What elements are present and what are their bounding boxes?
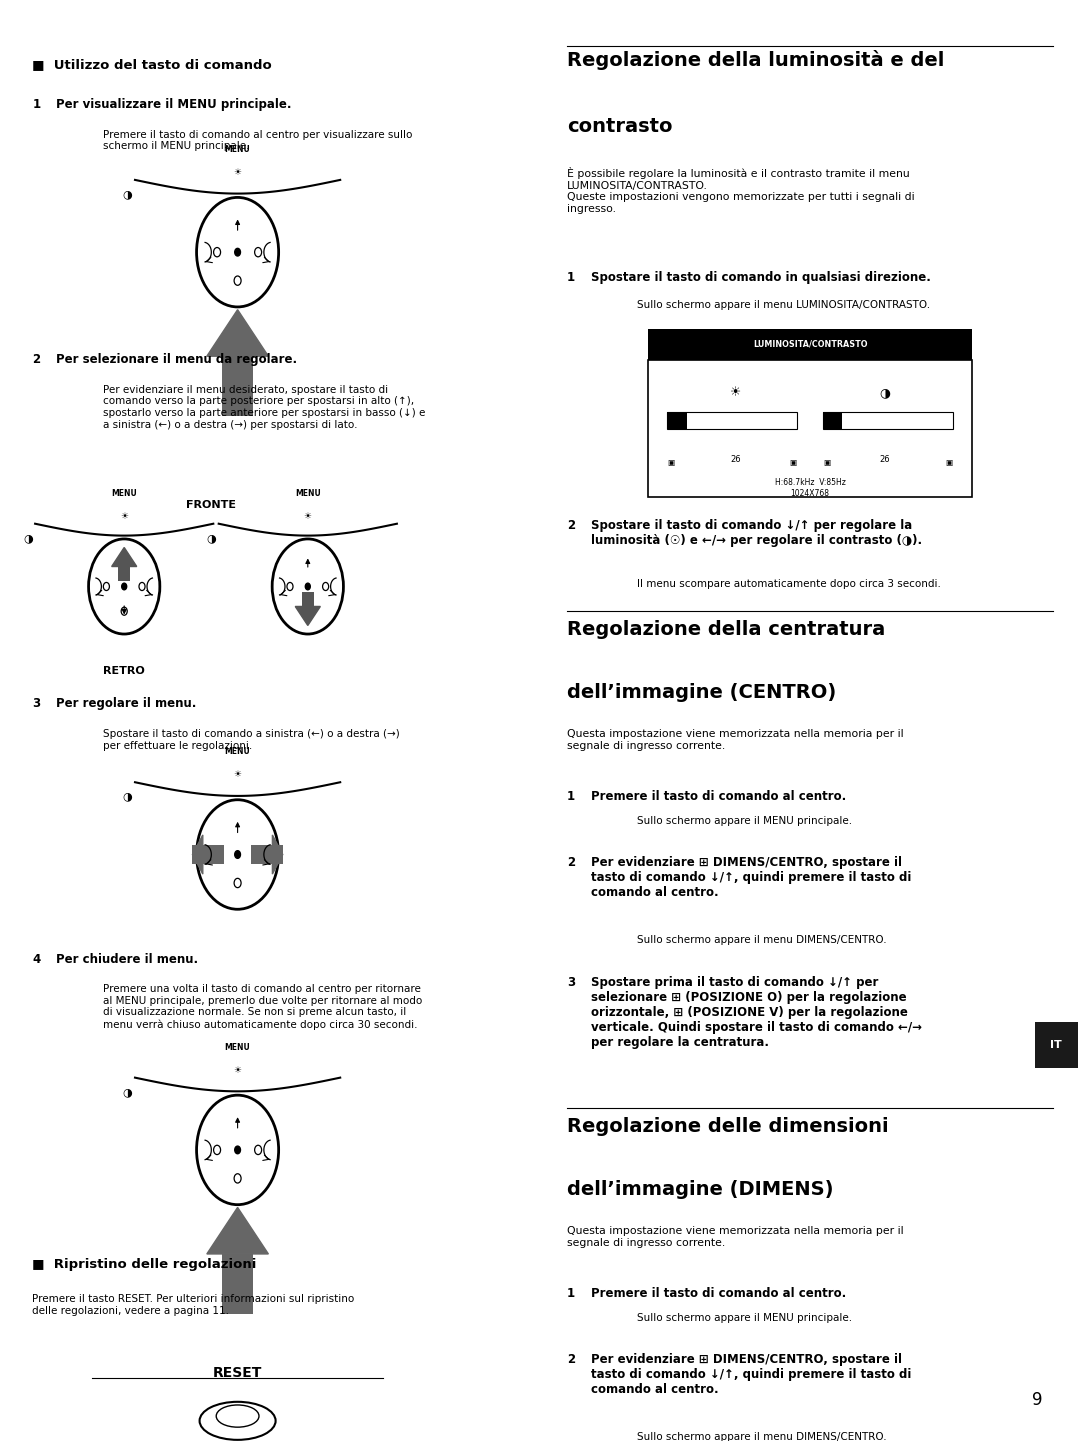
Text: Questa impostazione viene memorizzata nella memoria per il
segnale di ingresso c: Questa impostazione viene memorizzata ne…: [567, 729, 904, 751]
Text: Sullo schermo appare il MENU principale.: Sullo schermo appare il MENU principale.: [637, 1313, 852, 1323]
Text: Premere una volta il tasto di comando al centro per ritornare
al MENU principale: Premere una volta il tasto di comando al…: [103, 984, 422, 1030]
Circle shape: [306, 584, 310, 589]
Text: ☀: ☀: [233, 169, 242, 177]
Text: Sullo schermo appare il menu DIMENS/CENTRO.: Sullo schermo appare il menu DIMENS/CENT…: [637, 1432, 887, 1441]
Bar: [648, 329, 972, 360]
Text: Per selezionare il menu da regolare.: Per selezionare il menu da regolare.: [56, 353, 297, 366]
Bar: [192, 844, 225, 865]
Circle shape: [234, 1146, 241, 1154]
Text: 9: 9: [1031, 1392, 1042, 1409]
Text: ☀: ☀: [233, 771, 242, 780]
Polygon shape: [111, 548, 137, 566]
Text: MENU: MENU: [225, 1043, 251, 1052]
Text: ◑: ◑: [23, 533, 32, 543]
Text: IT: IT: [1051, 1040, 1062, 1049]
Text: Per evidenziare il menu desiderato, spostare il tasto di
comando verso la parte : Per evidenziare il menu desiderato, spos…: [103, 385, 424, 429]
Text: Spostare prima il tasto di comando ↓/↑ per
selezionare ⊞ (POSIZIONE O) per la re: Spostare prima il tasto di comando ↓/↑ p…: [591, 976, 921, 1049]
Text: MENU: MENU: [225, 748, 251, 757]
Text: ▣: ▣: [789, 458, 797, 467]
Text: ▣: ▣: [823, 458, 831, 467]
Text: 26: 26: [879, 455, 890, 464]
Text: ☀: ☀: [303, 512, 312, 520]
Text: ▣: ▣: [945, 458, 953, 467]
Circle shape: [234, 850, 241, 859]
Text: Regolazione delle dimensioni: Regolazione delle dimensioni: [567, 1117, 889, 1136]
Bar: [301, 592, 314, 607]
Text: MENU: MENU: [111, 488, 137, 497]
Text: Sullo schermo appare il menu DIMENS/CENTRO.: Sullo schermo appare il menu DIMENS/CENT…: [637, 935, 887, 945]
Text: MENU: MENU: [295, 488, 321, 497]
Text: ■  Ripristino delle regolazioni: ■ Ripristino delle regolazioni: [32, 1258, 257, 1271]
Text: ▣: ▣: [667, 458, 675, 467]
Bar: [1035, 1022, 1078, 1068]
Text: Per evidenziare ⊞ DIMENS/CENTRO, spostare il
tasto di comando ↓/↑, quindi premer: Per evidenziare ⊞ DIMENS/CENTRO, spostar…: [591, 1353, 912, 1396]
Text: ■  Utilizzo del tasto di comando: ■ Utilizzo del tasto di comando: [32, 58, 272, 71]
Text: ◑: ◑: [122, 189, 132, 199]
Text: contrasto: contrasto: [567, 117, 673, 135]
Bar: [118, 566, 131, 581]
Text: MENU: MENU: [225, 146, 251, 154]
Polygon shape: [272, 834, 283, 875]
Text: Premere il tasto di comando al centro.: Premere il tasto di comando al centro.: [591, 790, 846, 803]
Text: Premere il tasto RESET. Per ulteriori informazioni sul ripristino
delle regolazi: Premere il tasto RESET. Per ulteriori in…: [32, 1294, 354, 1316]
Bar: [648, 360, 972, 497]
Text: Spostare il tasto di comando in qualsiasi direzione.: Spostare il tasto di comando in qualsias…: [591, 271, 931, 284]
Polygon shape: [192, 834, 203, 875]
Bar: [222, 356, 253, 416]
Text: Per evidenziare ⊞ DIMENS/CENTRO, spostare il
tasto di comando ↓/↑, quindi premer: Per evidenziare ⊞ DIMENS/CENTRO, spostar…: [591, 856, 912, 899]
Text: 26: 26: [730, 455, 741, 464]
Text: RETRO: RETRO: [104, 666, 145, 676]
Polygon shape: [207, 310, 268, 356]
Text: Per chiudere il menu.: Per chiudere il menu.: [56, 953, 199, 965]
Polygon shape: [207, 1208, 268, 1254]
Polygon shape: [295, 607, 321, 625]
Text: 2: 2: [32, 353, 41, 366]
Text: Per visualizzare il MENU principale.: Per visualizzare il MENU principale.: [56, 98, 292, 111]
Text: È possibile regolare la luminosità e il contrasto tramite il menu
LUMINOSITA/CON: È possibile regolare la luminosità e il …: [567, 167, 915, 213]
Text: Sullo schermo appare il menu LUMINOSITA/CONTRASTO.: Sullo schermo appare il menu LUMINOSITA/…: [637, 300, 930, 310]
Text: dell’immagine (CENTRO): dell’immagine (CENTRO): [567, 683, 836, 702]
Text: Spostare il tasto di comando ↓/↑ per regolare la
luminosità (☉) e ←/→ per regola: Spostare il tasto di comando ↓/↑ per reg…: [591, 519, 922, 546]
Text: dell’immagine (DIMENS): dell’immagine (DIMENS): [567, 1180, 834, 1199]
Text: 1: 1: [567, 271, 576, 284]
Text: Il menu scompare automaticamente dopo circa 3 secondi.: Il menu scompare automaticamente dopo ci…: [637, 579, 941, 589]
Text: 2: 2: [567, 1353, 576, 1366]
Text: Premere il tasto di comando al centro per visualizzare sullo
schermo il MENU pri: Premere il tasto di comando al centro pe…: [103, 130, 411, 151]
Text: 4: 4: [32, 953, 41, 965]
Text: FRONTE: FRONTE: [186, 500, 235, 510]
Text: 2: 2: [567, 519, 576, 532]
Text: Regolazione della centratura: Regolazione della centratura: [567, 620, 886, 638]
Text: ◑: ◑: [206, 533, 216, 543]
Text: Questa impostazione viene memorizzata nella memoria per il
segnale di ingresso c: Questa impostazione viene memorizzata ne…: [567, 1226, 904, 1248]
Text: 3: 3: [567, 976, 576, 989]
Text: 3: 3: [32, 697, 41, 710]
Circle shape: [234, 248, 241, 256]
Text: Premere il tasto di comando al centro.: Premere il tasto di comando al centro.: [591, 1287, 846, 1300]
Bar: [667, 412, 797, 429]
Text: ◑: ◑: [879, 386, 890, 399]
Text: 1: 1: [32, 98, 41, 111]
Text: 1: 1: [567, 1287, 576, 1300]
Bar: [222, 1254, 253, 1314]
Bar: [823, 412, 842, 429]
Text: ◑: ◑: [122, 1087, 132, 1097]
Bar: [823, 412, 953, 429]
Circle shape: [122, 584, 126, 589]
Text: ☀: ☀: [233, 1066, 242, 1075]
Text: ☀: ☀: [730, 386, 741, 399]
Text: ☀: ☀: [120, 512, 129, 520]
Text: 1: 1: [567, 790, 576, 803]
Text: LUMINOSITA/CONTRASTO: LUMINOSITA/CONTRASTO: [753, 340, 867, 349]
Text: RESET: RESET: [213, 1366, 262, 1380]
Text: ◑: ◑: [122, 791, 132, 801]
Text: Per regolare il menu.: Per regolare il menu.: [56, 697, 197, 710]
Text: H:68.7kHz  V:85Hz
1024X768: H:68.7kHz V:85Hz 1024X768: [774, 478, 846, 497]
Bar: [251, 844, 283, 865]
Text: Regolazione della luminosità e del: Regolazione della luminosità e del: [567, 50, 944, 71]
Text: Spostare il tasto di comando a sinistra (←) o a destra (→)
per effettuare le reg: Spostare il tasto di comando a sinistra …: [103, 729, 400, 751]
Text: Sullo schermo appare il MENU principale.: Sullo schermo appare il MENU principale.: [637, 816, 852, 826]
Text: 2: 2: [567, 856, 576, 869]
Bar: [667, 412, 687, 429]
